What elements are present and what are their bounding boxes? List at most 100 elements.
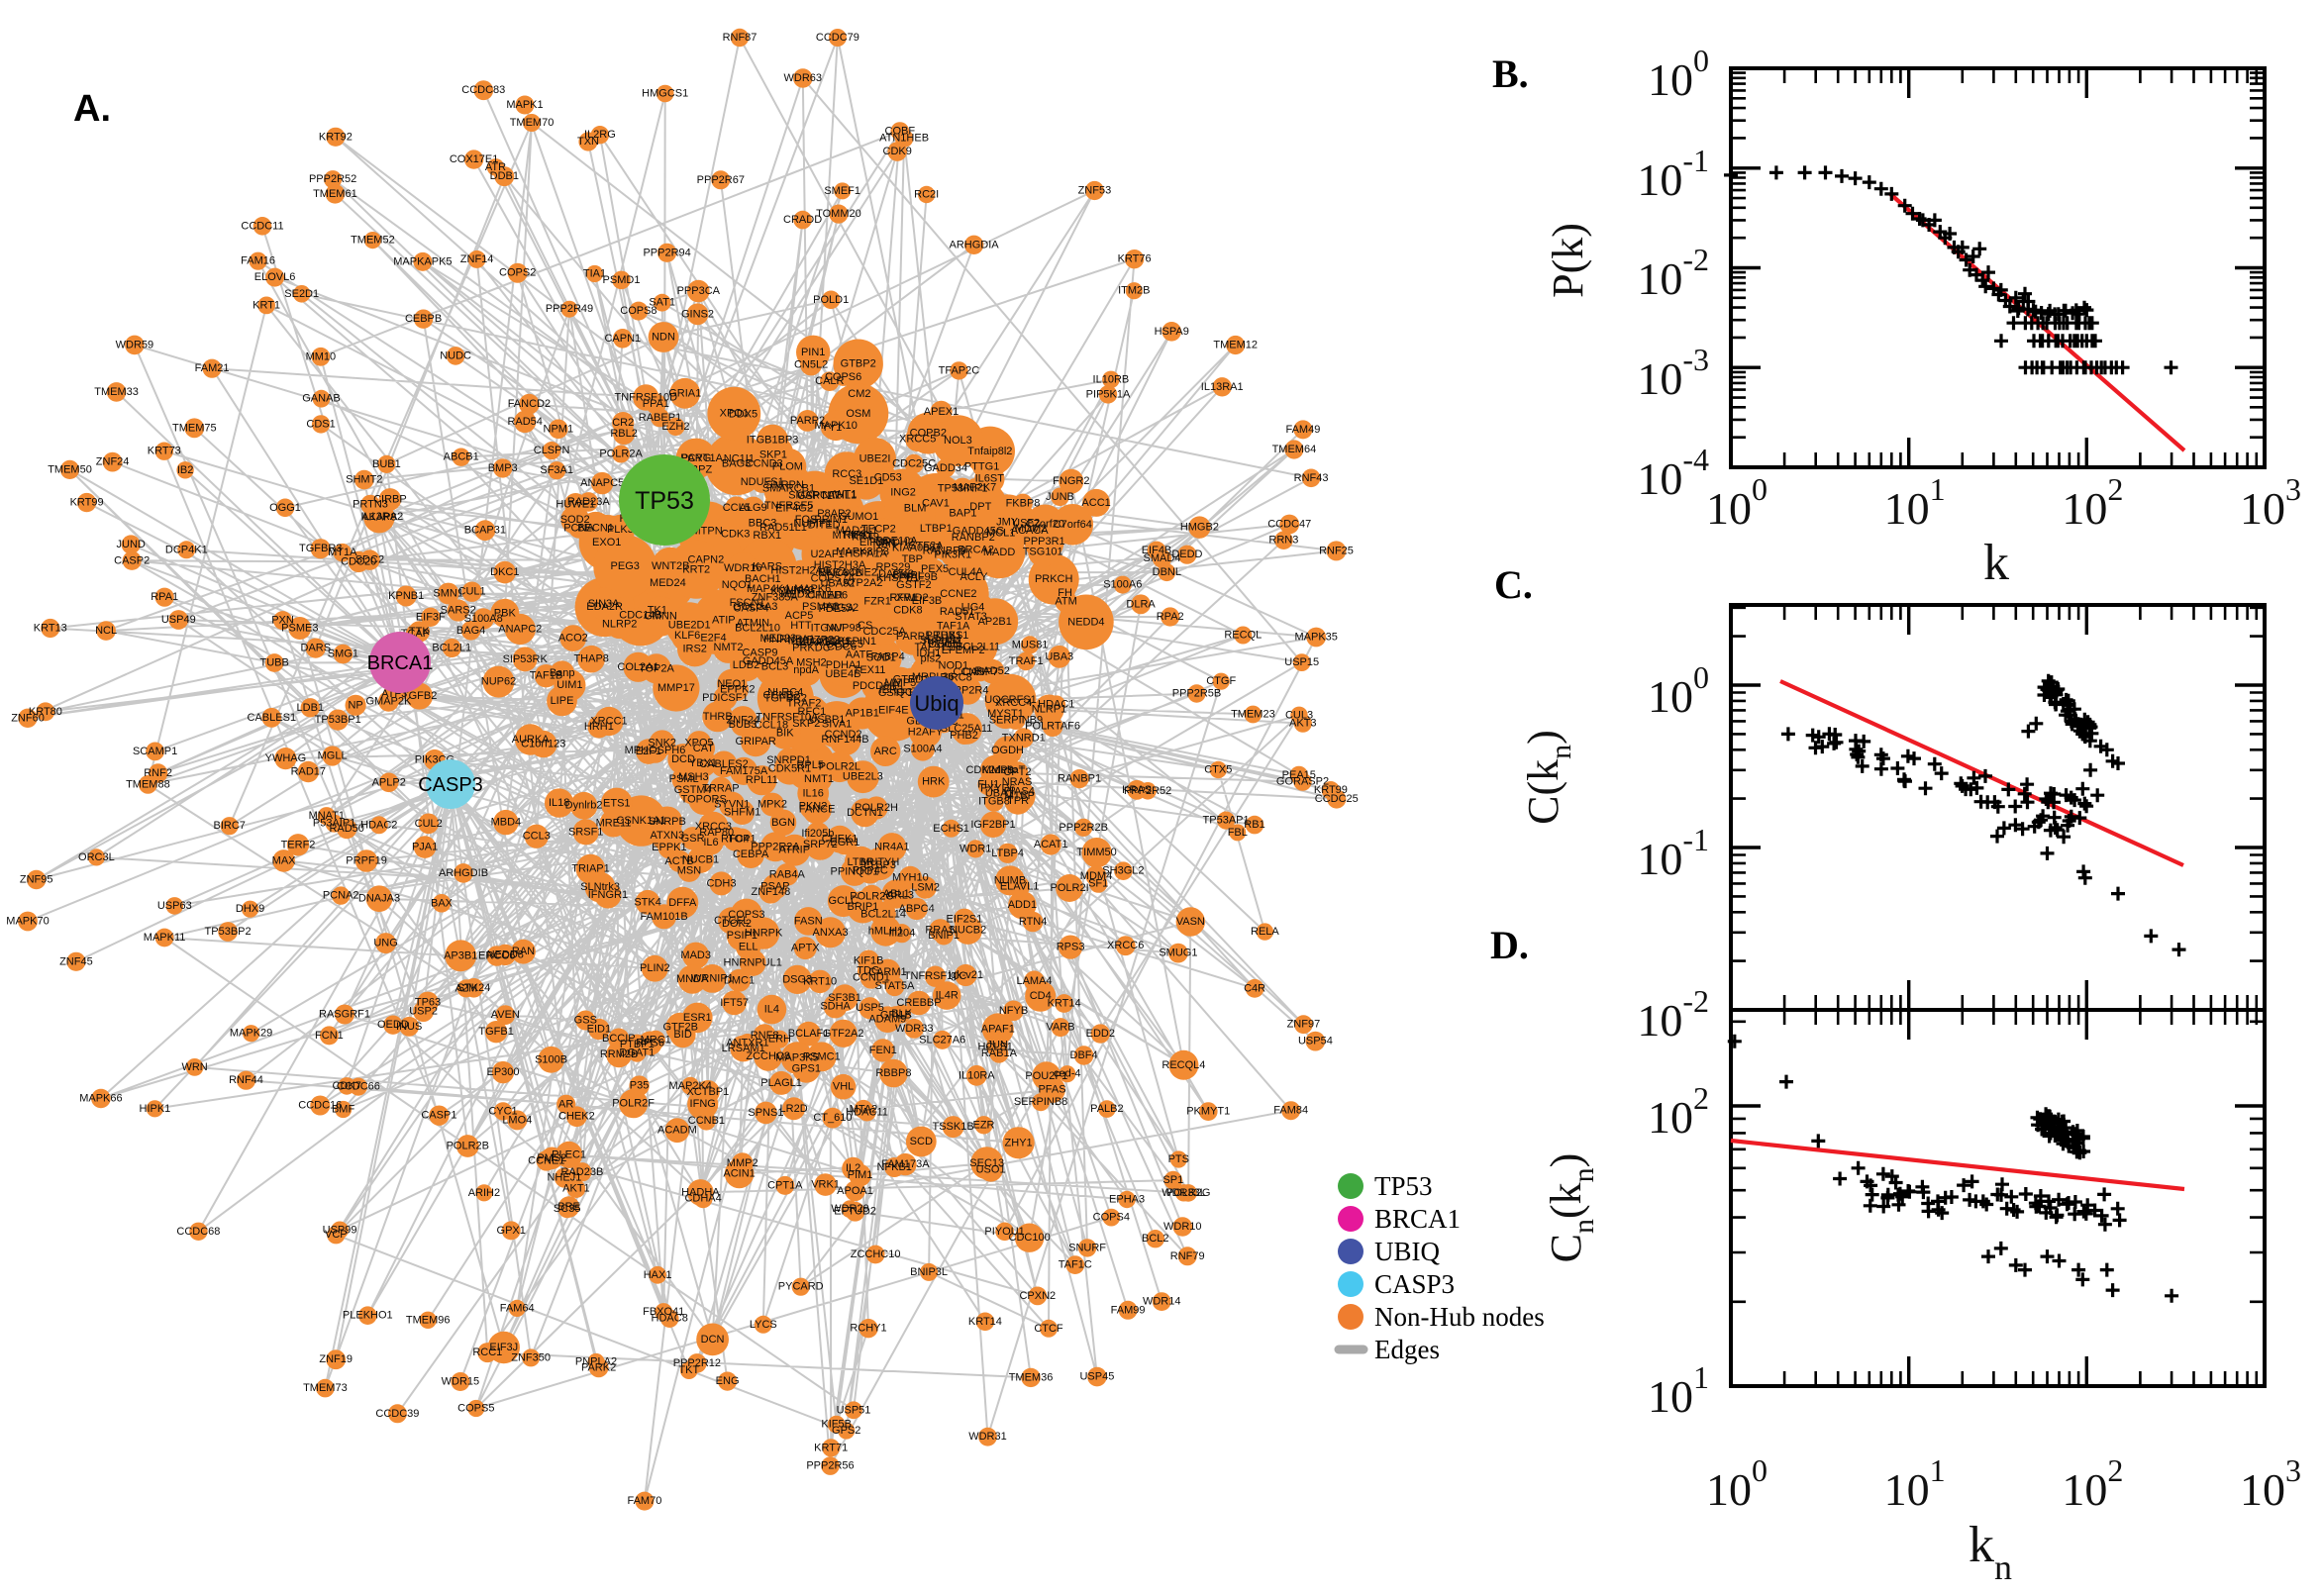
svg-text:GTF2A2: GTF2A2: [823, 1028, 864, 1040]
svg-text:POLR2B: POLR2B: [447, 1141, 489, 1152]
svg-text:PPP2R5B: PPP2R5B: [1172, 688, 1222, 700]
svg-text:KRT1: KRT1: [252, 299, 280, 311]
svg-text:SIN3A: SIN3A: [588, 598, 620, 610]
svg-text:KRT14: KRT14: [1048, 998, 1081, 1010]
svg-text:LAMA4: LAMA4: [1016, 975, 1052, 987]
svg-text:BRCA1: BRCA1: [1374, 1204, 1461, 1234]
svg-text:LR2D: LR2D: [780, 1103, 808, 1115]
svg-text:MED23: MED23: [760, 633, 797, 645]
svg-text:RBX1: RBX1: [753, 530, 781, 542]
svg-text:ABPC4: ABPC4: [899, 903, 935, 915]
svg-text:KIAA0087: KIAA0087: [892, 543, 942, 554]
svg-text:RTN4: RTN4: [1019, 916, 1048, 928]
svg-text:Non-Hub nodes: Non-Hub nodes: [1374, 1302, 1545, 1332]
svg-text:TNFRSF10C: TNFRSF10C: [904, 970, 967, 982]
svg-text:CPT1A: CPT1A: [767, 1179, 803, 1191]
svg-text:JUN: JUN: [987, 1039, 1008, 1050]
svg-text:CEBPA: CEBPA: [733, 848, 769, 860]
svg-text:PIK3R1: PIK3R1: [934, 549, 971, 561]
svg-text:CPT2: CPT2: [1003, 766, 1031, 778]
svg-text:NUFIP1: NUFIP1: [793, 518, 832, 530]
svg-text:BNIP3L: BNIP3L: [910, 1266, 948, 1278]
svg-text:NUCB1: NUCB1: [682, 854, 719, 866]
svg-text:CCL5: CCL5: [723, 502, 751, 514]
svg-text:BCL2L11: BCL2L11: [956, 641, 1000, 652]
svg-text:KRT80: KRT80: [29, 706, 62, 718]
svg-text:KRT73: KRT73: [148, 446, 181, 457]
svg-text:PALB2: PALB2: [1090, 1103, 1123, 1115]
svg-text:BFAR: BFAR: [795, 637, 824, 648]
svg-text:CD4: CD4: [1030, 990, 1052, 1002]
svg-text:ATIP: ATIP: [712, 615, 736, 627]
svg-text:ABL1: ABL1: [883, 888, 910, 900]
svg-text:WDR29: WDR29: [831, 1203, 869, 1215]
svg-text:SMG1: SMG1: [328, 648, 358, 660]
svg-text:CUL3: CUL3: [1285, 709, 1313, 721]
svg-text:CCNE2: CCNE2: [940, 588, 976, 600]
svg-text:GORASP2: GORASP2: [1276, 776, 1329, 788]
svg-text:KIF1B: KIF1B: [854, 954, 884, 966]
svg-text:TMEM64: TMEM64: [1272, 444, 1317, 455]
svg-text:TGFB1: TGFB1: [478, 1026, 513, 1038]
svg-text:CDHA4: CDHA4: [684, 1193, 721, 1205]
svg-text:BCLAF1: BCLAF1: [788, 1028, 830, 1040]
svg-text:CPXN2: CPXN2: [1019, 1290, 1056, 1302]
svg-text:CCND3: CCND3: [746, 457, 783, 469]
svg-text:YY1: YY1: [822, 422, 843, 434]
svg-text:GADD34: GADD34: [924, 462, 967, 474]
svg-text:FBXO41: FBXO41: [643, 1306, 684, 1318]
svg-text:RAB4A: RAB4A: [769, 868, 806, 880]
svg-text:FZR1: FZR1: [863, 595, 891, 607]
svg-text:SNRPB: SNRPB: [649, 816, 686, 828]
svg-text:PBK: PBK: [494, 607, 517, 619]
svg-text:RAD23B: RAD23B: [561, 1166, 604, 1178]
svg-text:PPP2R12: PPP2R12: [673, 1357, 721, 1369]
svg-text:PPP2R52: PPP2R52: [1124, 785, 1171, 797]
svg-text:RAD52: RAD52: [974, 665, 1009, 677]
svg-text:PSME3: PSME3: [281, 623, 318, 635]
svg-text:ELK1: ELK1: [825, 636, 852, 648]
svg-text:ACP5: ACP5: [785, 610, 814, 622]
svg-text:HMGCS1: HMGCS1: [642, 88, 688, 100]
svg-text:IL2RG: IL2RG: [584, 129, 616, 141]
svg-text:CDC5L: CDC5L: [929, 639, 964, 650]
svg-text:BIRC7: BIRC7: [213, 820, 245, 832]
svg-text:YWHAG: YWHAG: [265, 752, 307, 764]
svg-text:TMEM75: TMEM75: [172, 422, 217, 434]
svg-text:KRT99: KRT99: [70, 497, 104, 509]
svg-text:PLK3: PLK3: [607, 524, 634, 536]
svg-text:PSAP: PSAP: [760, 881, 789, 893]
svg-text:BIK: BIK: [776, 728, 794, 740]
svg-text:KRT14: KRT14: [968, 1316, 1002, 1328]
svg-text:ANAPC5: ANAPC5: [580, 477, 624, 489]
svg-text:PLIN2: PLIN2: [640, 962, 670, 974]
svg-text:HCLS1: HCLS1: [977, 1041, 1012, 1052]
svg-text:NEDD4: NEDD4: [1067, 616, 1104, 628]
svg-text:AVEN: AVEN: [491, 1009, 520, 1021]
svg-text:RANBP1: RANBP1: [1058, 773, 1101, 785]
svg-text:TP53: TP53: [635, 487, 694, 515]
svg-text:CRADD: CRADD: [783, 214, 822, 226]
svg-text:CASP3: CASP3: [418, 774, 483, 796]
svg-text:IER3: IER3: [879, 684, 903, 696]
svg-text:FOS: FOS: [795, 514, 818, 526]
svg-text:LTBR: LTBR: [848, 856, 874, 868]
svg-text:CARM1: CARM1: [868, 966, 907, 978]
svg-text:DHX9: DHX9: [236, 903, 264, 915]
svg-text:NR4A1: NR4A1: [874, 842, 909, 853]
svg-text:CABLES2: CABLES2: [699, 758, 749, 770]
svg-text:TMEM12: TMEM12: [1213, 340, 1258, 351]
svg-text:SC35: SC35: [554, 1203, 581, 1215]
svg-text:PRPF19: PRPF19: [346, 855, 387, 867]
svg-text:POLR2L: POLR2L: [819, 761, 860, 773]
svg-text:IRS2: IRS2: [682, 644, 706, 655]
svg-text:RKRACNE2: RKRACNE2: [818, 567, 877, 579]
svg-text:MAD3: MAD3: [680, 949, 711, 961]
svg-text:LDB1: LDB1: [297, 702, 325, 714]
svg-text:BRE: BRE: [557, 1201, 580, 1213]
svg-text:ZNF95: ZNF95: [20, 874, 53, 886]
svg-text:HIST2H3A: HIST2H3A: [814, 559, 866, 571]
svg-text:CIRBP: CIRBP: [373, 493, 407, 505]
svg-text:KRT99: KRT99: [1314, 784, 1348, 796]
svg-text:IFT57: IFT57: [720, 997, 749, 1009]
